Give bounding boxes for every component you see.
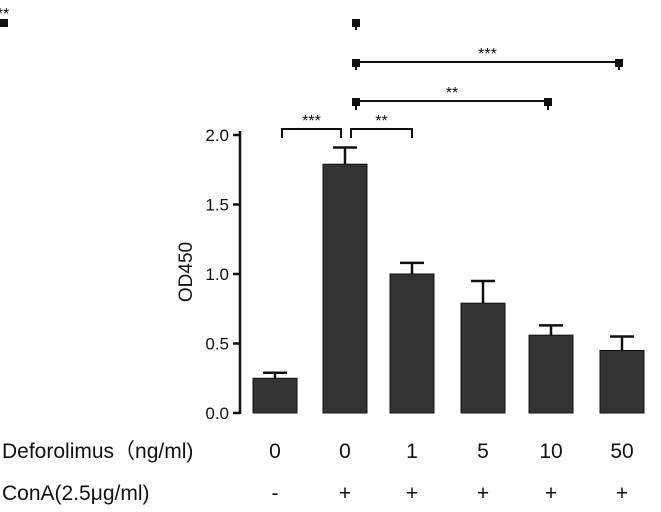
- y-tick-label: 0.0: [205, 404, 229, 423]
- condition-value: +: [406, 482, 418, 505]
- condition-value: +: [339, 482, 351, 505]
- condition-rows: Deforolimus（ng/ml) 0 0 1 5 10 50 ConA(2.5μg/ml)…: [2, 440, 634, 505]
- bracket-end-marker: [615, 59, 623, 67]
- y-tick-label: 2.0: [205, 126, 229, 145]
- significance-bracket: [281, 128, 342, 138]
- condition-row-label: ConA(2.5μg/ml): [2, 482, 149, 505]
- bar: [252, 377, 298, 414]
- significance-bracket: [355, 61, 620, 70]
- significance-label: ***: [478, 46, 497, 63]
- bracket-end-marker: [352, 98, 360, 106]
- condition-value: 1: [406, 440, 418, 463]
- y-axis: 0.0 0.5 1.0 1.5 2.0 OD450: [176, 126, 242, 423]
- bracket-end-marker: [352, 19, 360, 27]
- bar: [599, 349, 645, 414]
- significance-label: ***: [302, 113, 321, 130]
- bracket-end-marker: [0, 19, 8, 27]
- significance-bracket: [350, 128, 413, 138]
- bracket-end-marker: [352, 59, 360, 67]
- condition-value: 5: [477, 440, 489, 463]
- condition-value: 0: [339, 440, 351, 463]
- y-tick-label: 1.5: [205, 196, 229, 215]
- condition-value: +: [477, 482, 489, 505]
- bracket-end-marker: [544, 98, 552, 106]
- condition-value: 50: [610, 440, 633, 463]
- significance-label: ***: [0, 6, 9, 23]
- significance-label: **: [446, 85, 458, 102]
- y-tick-label: 0.5: [205, 335, 229, 354]
- condition-value: +: [545, 482, 557, 505]
- significance-label: **: [375, 113, 387, 130]
- significance-brackets: *************: [0, 6, 623, 138]
- significance-bracket: [355, 100, 549, 110]
- bar: [460, 302, 506, 414]
- condition-value: 10: [539, 440, 562, 463]
- y-ticks: 0.0 0.5 1.0 1.5 2.0: [205, 126, 240, 423]
- condition-value: -: [272, 482, 279, 505]
- bar: [322, 163, 368, 414]
- bar: [528, 334, 574, 414]
- condition-value: 0: [269, 440, 281, 463]
- y-tick-label: 1.0: [205, 265, 229, 284]
- bar: [389, 273, 435, 414]
- y-axis-title: OD450: [176, 242, 197, 302]
- condition-row-label: Deforolimus（ng/ml): [2, 440, 193, 463]
- bars: [252, 146, 645, 414]
- condition-value: +: [616, 482, 628, 505]
